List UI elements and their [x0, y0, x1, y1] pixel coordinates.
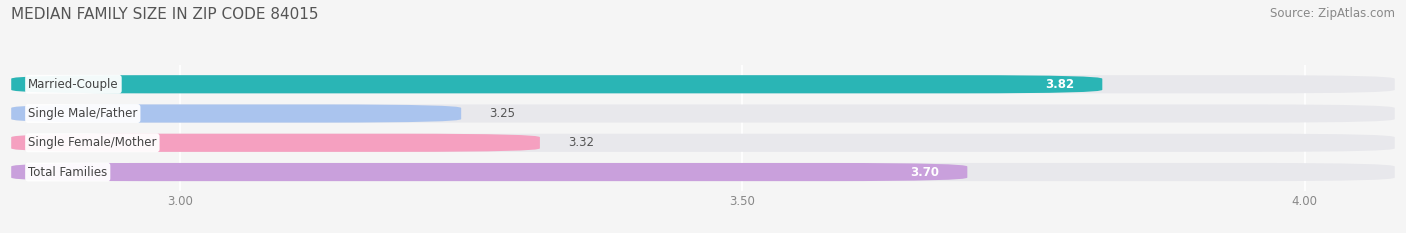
- FancyBboxPatch shape: [11, 163, 967, 181]
- Text: 3.25: 3.25: [489, 107, 515, 120]
- FancyBboxPatch shape: [11, 134, 1395, 152]
- FancyBboxPatch shape: [11, 75, 1102, 93]
- Text: Married-Couple: Married-Couple: [28, 78, 118, 91]
- Text: Source: ZipAtlas.com: Source: ZipAtlas.com: [1270, 7, 1395, 20]
- FancyBboxPatch shape: [11, 75, 1395, 93]
- FancyBboxPatch shape: [11, 104, 461, 123]
- Text: 3.70: 3.70: [910, 165, 939, 178]
- Text: Total Families: Total Families: [28, 165, 107, 178]
- Text: 3.32: 3.32: [568, 136, 593, 149]
- Text: MEDIAN FAMILY SIZE IN ZIP CODE 84015: MEDIAN FAMILY SIZE IN ZIP CODE 84015: [11, 7, 319, 22]
- Text: Single Female/Mother: Single Female/Mother: [28, 136, 156, 149]
- FancyBboxPatch shape: [11, 134, 540, 152]
- FancyBboxPatch shape: [11, 104, 1395, 123]
- Text: 3.82: 3.82: [1045, 78, 1074, 91]
- FancyBboxPatch shape: [11, 163, 1395, 181]
- Text: Single Male/Father: Single Male/Father: [28, 107, 138, 120]
